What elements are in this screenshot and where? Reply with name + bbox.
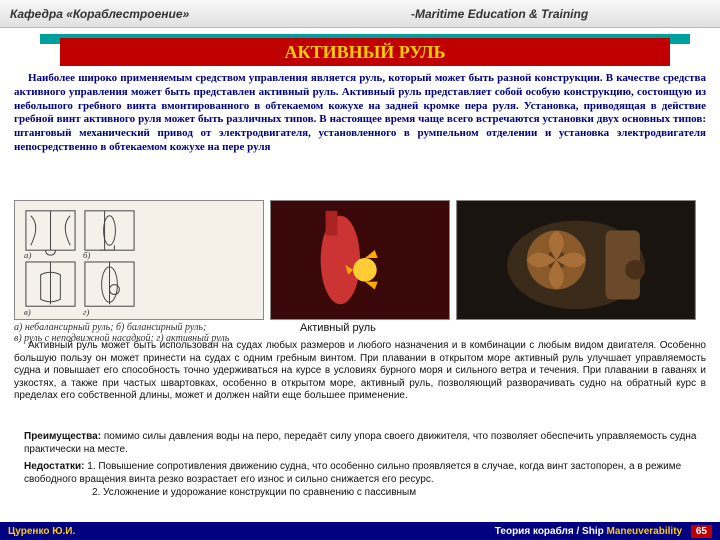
disadvantages-item-1: 1. Повышение сопротивления движению судн… bbox=[24, 461, 681, 485]
svg-text:б): б) bbox=[83, 250, 90, 260]
svg-text:а): а) bbox=[24, 250, 31, 260]
footer-course-a: Теория корабля / Ship bbox=[495, 526, 607, 537]
institute-label: -Maritime Education & Training bbox=[189, 7, 710, 21]
svg-text:г): г) bbox=[83, 307, 89, 317]
footer-course-b: Maneuverability bbox=[607, 526, 683, 537]
advantages-block: Преимущества: помимо силы давления воды … bbox=[24, 430, 706, 456]
figure-active-rudder-photo bbox=[456, 200, 696, 320]
footer-bar: Цуренко Ю.И. Теория корабля / Ship Maneu… bbox=[0, 522, 720, 540]
header-bar: Кафедра «Кораблестроение» -Maritime Educ… bbox=[0, 0, 720, 28]
figure-caption-active: Активный руль bbox=[300, 322, 376, 334]
disadvantages-label: Недостатки: bbox=[24, 461, 85, 472]
disadvantages-item-2: 2. Усложнение и удорожание конструкции п… bbox=[24, 486, 706, 499]
paragraph-main: Наиболее широко применяемым средством уп… bbox=[14, 72, 706, 155]
department-label: Кафедра «Кораблестроение» bbox=[10, 7, 189, 21]
slide-title: АКТИВНЫЙ РУЛЬ bbox=[60, 38, 670, 66]
advantages-text: помимо силы давления воды на перо, перед… bbox=[24, 431, 696, 455]
disadvantages-block: Недостатки: 1. Повышение сопротивления д… bbox=[24, 460, 706, 499]
svg-text:в): в) bbox=[24, 307, 31, 317]
footer-course: Теория корабля / Ship Maneuverability 65 bbox=[75, 525, 712, 538]
figure-rudder-types: а) б) в) г) bbox=[14, 200, 264, 320]
figure-row: а) б) в) г) bbox=[14, 200, 706, 320]
footer-author: Цуренко Ю.И. bbox=[8, 526, 75, 537]
figure-active-rudder-render bbox=[270, 200, 450, 320]
advantages-label: Преимущества: bbox=[24, 431, 101, 442]
page-number: 65 bbox=[691, 525, 712, 538]
paragraph-secondary: Активный руль может быть использован на … bbox=[14, 340, 706, 403]
